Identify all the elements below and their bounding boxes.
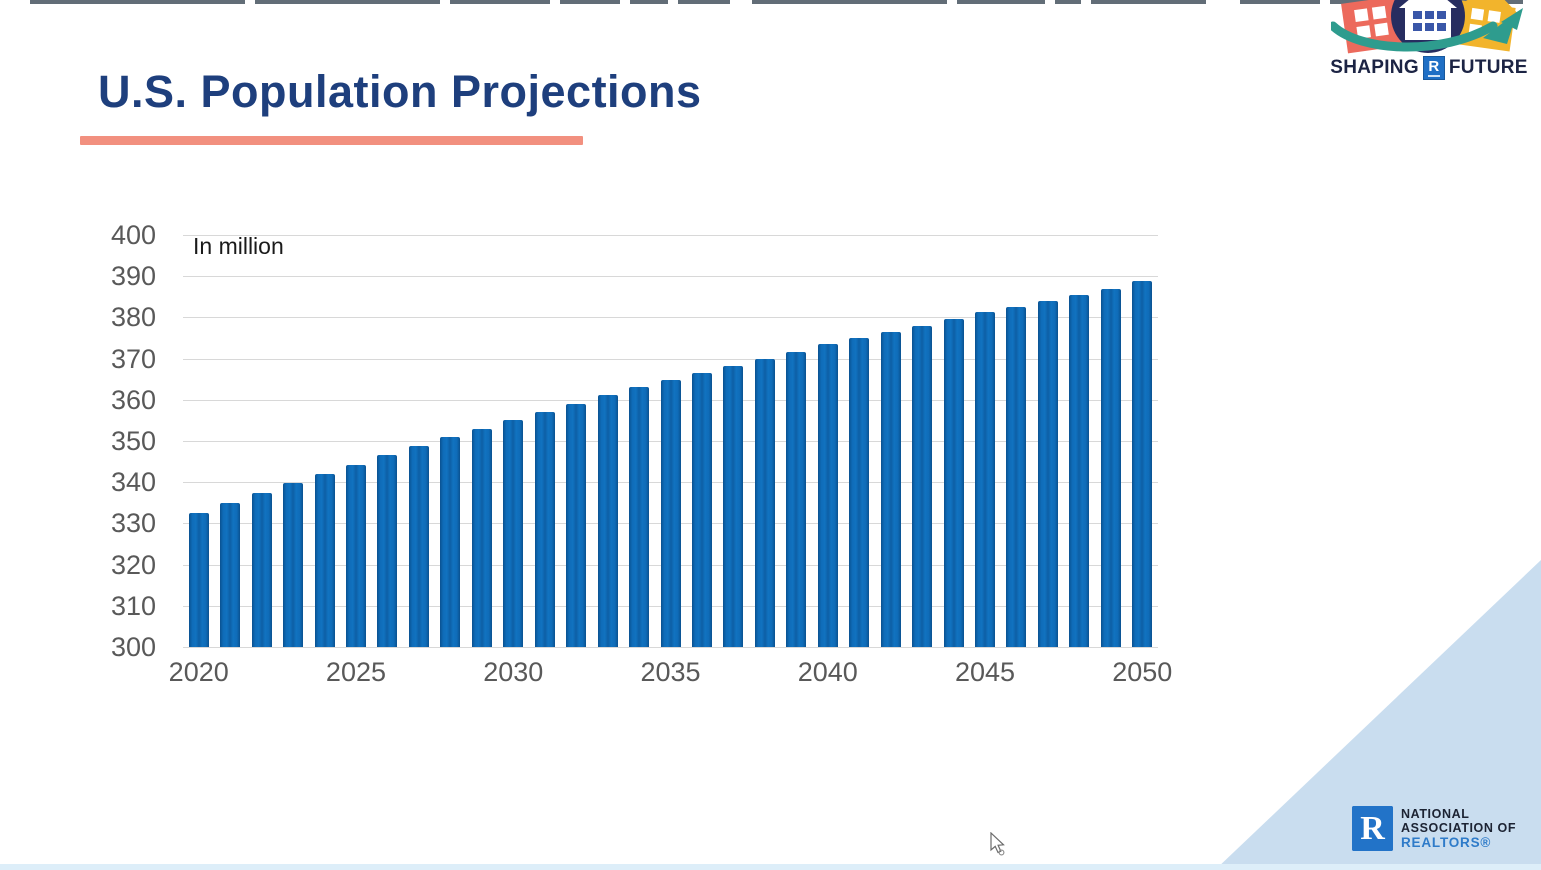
top-strip-gap: [620, 0, 630, 4]
bar-2025: [345, 464, 366, 647]
gridline: [183, 358, 1158, 360]
bar-2031: [534, 411, 555, 647]
top-strip-segment: [678, 0, 730, 4]
future-label: FUTURE: [1448, 57, 1528, 78]
nar-line2: ASSOCIATION OF: [1401, 821, 1517, 835]
y-tick-label: 350: [110, 426, 156, 456]
mouse-cursor: [990, 832, 1005, 856]
x-tick-label: 2020: [168, 657, 229, 687]
bar-2024: [314, 473, 335, 647]
bar-2023: [283, 483, 304, 647]
x-tick-label: 2050: [1112, 657, 1173, 687]
top-edge-strip: [30, 0, 1523, 4]
bar-2028: [440, 437, 461, 647]
bar-2030: [503, 420, 524, 647]
realtor-r-icon: R: [1422, 56, 1445, 80]
top-strip-gap: [668, 0, 678, 4]
population-bar-chart: [183, 235, 1158, 648]
bar-2050: [1132, 280, 1153, 647]
top-strip-segment: [255, 0, 440, 4]
top-strip-gap: [730, 0, 752, 4]
bar-2044: [943, 319, 964, 647]
bar-2035: [660, 379, 681, 647]
bar-2038: [754, 358, 775, 647]
houses-arrow-icon: [1331, 0, 1523, 54]
nar-wordmark: NATIONAL ASSOCIATION OF REALTORS®: [1401, 807, 1516, 850]
x-tick-label: 2035: [640, 657, 701, 687]
bar-2021: [220, 502, 241, 647]
x-tick-label: 2040: [797, 657, 858, 687]
shaping-future-wordmark: SHAPING R FUTURE: [1329, 56, 1529, 80]
top-strip-segment: [957, 0, 1045, 4]
top-strip-segment: [1091, 0, 1206, 4]
gridline: [183, 235, 1158, 236]
top-strip-gap: [947, 0, 957, 4]
top-strip-segment: [752, 0, 947, 4]
top-strip-segment: [1240, 0, 1320, 4]
nar-line1: NATIONAL: [1401, 807, 1470, 821]
y-tick-label: 380: [110, 302, 156, 333]
bar-2020: [188, 512, 209, 647]
y-tick-label: 390: [110, 261, 156, 292]
y-tick-label: 300: [110, 632, 156, 662]
chart-unit-annotation: In million: [193, 233, 284, 259]
bar-2040: [817, 344, 838, 647]
y-tick-label: 320: [110, 549, 156, 580]
gridline: [183, 317, 1158, 319]
bar-2048: [1069, 295, 1090, 647]
x-tick-label: 2025: [325, 657, 386, 687]
y-tick-label: 340: [110, 467, 156, 498]
bar-2043: [912, 325, 933, 647]
bar-2039: [786, 352, 807, 647]
x-tick-label: 2030: [483, 657, 544, 687]
x-tick-label: 2045: [954, 657, 1016, 687]
bar-2026: [377, 455, 398, 647]
bar-2046: [1006, 307, 1027, 647]
top-strip-gap: [1206, 0, 1240, 4]
bar-2036: [691, 372, 712, 647]
y-tick-label: 330: [110, 508, 156, 539]
y-tick-label: 360: [110, 384, 156, 415]
gridline: [183, 276, 1158, 278]
bar-2041: [849, 338, 870, 647]
gridline: [183, 647, 1158, 648]
y-tick-label: 400: [110, 220, 156, 250]
bar-2034: [629, 387, 650, 647]
bottom-edge-strip: [0, 864, 1541, 870]
bar-2047: [1037, 300, 1058, 647]
top-strip-segment: [450, 0, 550, 4]
top-strip-gap: [1045, 0, 1055, 4]
top-strip-gap: [1081, 0, 1091, 4]
shaping-future-logo: SHAPING R FUTURE: [1329, 0, 1529, 84]
bar-2032: [566, 403, 587, 647]
top-strip-segment: [30, 0, 245, 4]
bar-2037: [723, 365, 744, 647]
bar-2029: [471, 428, 492, 647]
top-strip-gap: [550, 0, 560, 4]
bar-2027: [408, 446, 429, 647]
top-strip-segment: [560, 0, 620, 4]
bar-2022: [251, 493, 272, 647]
nar-logo: R NATIONAL ASSOCIATION OF REALTORS®: [1352, 806, 1516, 851]
bar-2033: [597, 395, 618, 647]
title-underline-accent: [80, 136, 583, 145]
realtor-r-block-icon: R: [1352, 806, 1393, 851]
shaping-label: SHAPING: [1330, 57, 1419, 78]
nar-line3: REALTORS®: [1401, 835, 1492, 850]
bar-2042: [880, 332, 901, 647]
bar-2045: [975, 311, 996, 647]
y-tick-label: 370: [110, 343, 156, 374]
bar-2049: [1100, 289, 1121, 647]
top-strip-segment: [1055, 0, 1081, 4]
top-strip-gap: [440, 0, 450, 4]
top-strip-segment: [630, 0, 668, 4]
y-tick-label: 310: [110, 590, 156, 621]
top-strip-gap: [245, 0, 255, 4]
page-title: U.S. Population Projections: [98, 66, 702, 117]
